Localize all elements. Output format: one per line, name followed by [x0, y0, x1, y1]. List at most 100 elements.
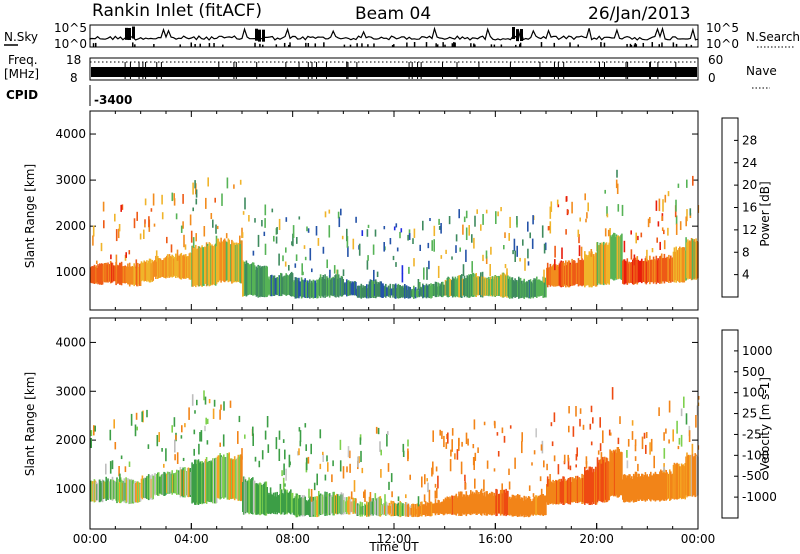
echo-column [124, 265, 126, 284]
echo-column [157, 472, 159, 496]
echo-scatter [136, 426, 138, 431]
echo-column [482, 495, 485, 514]
echo-column [520, 280, 523, 298]
echo-column [573, 260, 575, 286]
echo-column [494, 275, 496, 297]
power-colorbar-label: Power [dB] [758, 181, 772, 246]
echo-scatter [439, 429, 441, 436]
echo-column [486, 491, 488, 516]
echo-scatter [417, 496, 420, 507]
echo-column [575, 263, 577, 284]
echo-column [676, 462, 678, 500]
echo-column [295, 277, 297, 299]
echo-column [318, 277, 321, 297]
echo-column [234, 245, 237, 282]
echo-column [337, 275, 339, 297]
echo-scatter [171, 425, 173, 433]
echo-column [565, 480, 568, 503]
echo-scatter [477, 447, 479, 454]
echo-column [553, 263, 555, 287]
echo-column [388, 502, 391, 516]
echo-scatter [531, 462, 533, 466]
echo-column [157, 258, 160, 278]
echo-scatter [508, 233, 510, 241]
echo-scatter [506, 268, 508, 276]
echo-scatter [540, 444, 543, 451]
echo-column [261, 485, 263, 514]
echo-column [501, 493, 504, 514]
echo-column [374, 284, 376, 296]
echo-column [151, 259, 154, 282]
echo-column [329, 279, 332, 296]
echo-column [307, 501, 309, 515]
echo-column [333, 491, 335, 516]
echo-scatter [649, 442, 651, 455]
echo-column [447, 276, 449, 298]
echo-scatter [258, 460, 261, 468]
echo-column [410, 508, 412, 515]
echo-scatter [278, 430, 281, 440]
echo-column [120, 261, 123, 286]
echo-column [527, 281, 529, 298]
echo-column [321, 277, 324, 297]
echo-scatter [435, 466, 438, 472]
echo-column [224, 457, 227, 498]
echo-column [626, 258, 629, 285]
echo-column [680, 463, 683, 500]
echo-scatter [328, 209, 331, 214]
echo-column [348, 281, 351, 296]
echo-column [461, 278, 464, 296]
echo-column [552, 479, 554, 505]
echo-column [219, 242, 221, 281]
echo-scatter [252, 433, 254, 446]
echo-column [382, 504, 384, 515]
echo-column [129, 479, 132, 504]
echo-column [587, 470, 590, 504]
echo-scatter [200, 430, 203, 442]
echo-column [290, 493, 293, 513]
echo-scatter [284, 449, 286, 460]
echo-scatter [242, 211, 245, 215]
echo-scatter [284, 483, 286, 487]
echo-column [509, 499, 512, 515]
echo-column [328, 279, 330, 296]
echo-scatter [176, 249, 179, 261]
x-tick-label: 04:00 [174, 532, 209, 546]
echo-column [317, 496, 319, 517]
echo-column [275, 277, 278, 295]
echo-column [669, 258, 671, 282]
echo-column [460, 491, 462, 516]
echo-scatter [579, 217, 581, 222]
echo-column [560, 478, 563, 504]
power-data [90, 169, 700, 299]
echo-column [153, 260, 155, 277]
echo-column [242, 260, 244, 297]
echo-scatter [143, 229, 145, 239]
echo-scatter [212, 219, 214, 228]
echo-column [427, 502, 430, 516]
echo-scatter [361, 467, 364, 474]
echo-column [293, 280, 296, 297]
echo-column [601, 457, 603, 503]
echo-column [229, 459, 231, 499]
echo-column [253, 480, 256, 513]
echo-scatter [465, 210, 468, 219]
echo-column [258, 266, 260, 297]
echo-scatter [561, 247, 563, 259]
echo-column [412, 289, 414, 298]
echo-column [187, 467, 190, 498]
echo-scatter [557, 464, 560, 475]
echo-column [622, 474, 625, 503]
echo-scatter [458, 209, 460, 219]
echo-scatter [643, 432, 646, 439]
echo-column [203, 462, 205, 504]
echo-scatter [100, 242, 103, 252]
echo-scatter [445, 442, 448, 449]
echo-column [200, 463, 202, 503]
echo-column [392, 284, 394, 298]
echo-column [538, 279, 541, 297]
echo-scatter [663, 240, 666, 250]
echo-column [294, 496, 297, 516]
echo-column [376, 284, 379, 296]
echo-scatter [424, 474, 426, 485]
